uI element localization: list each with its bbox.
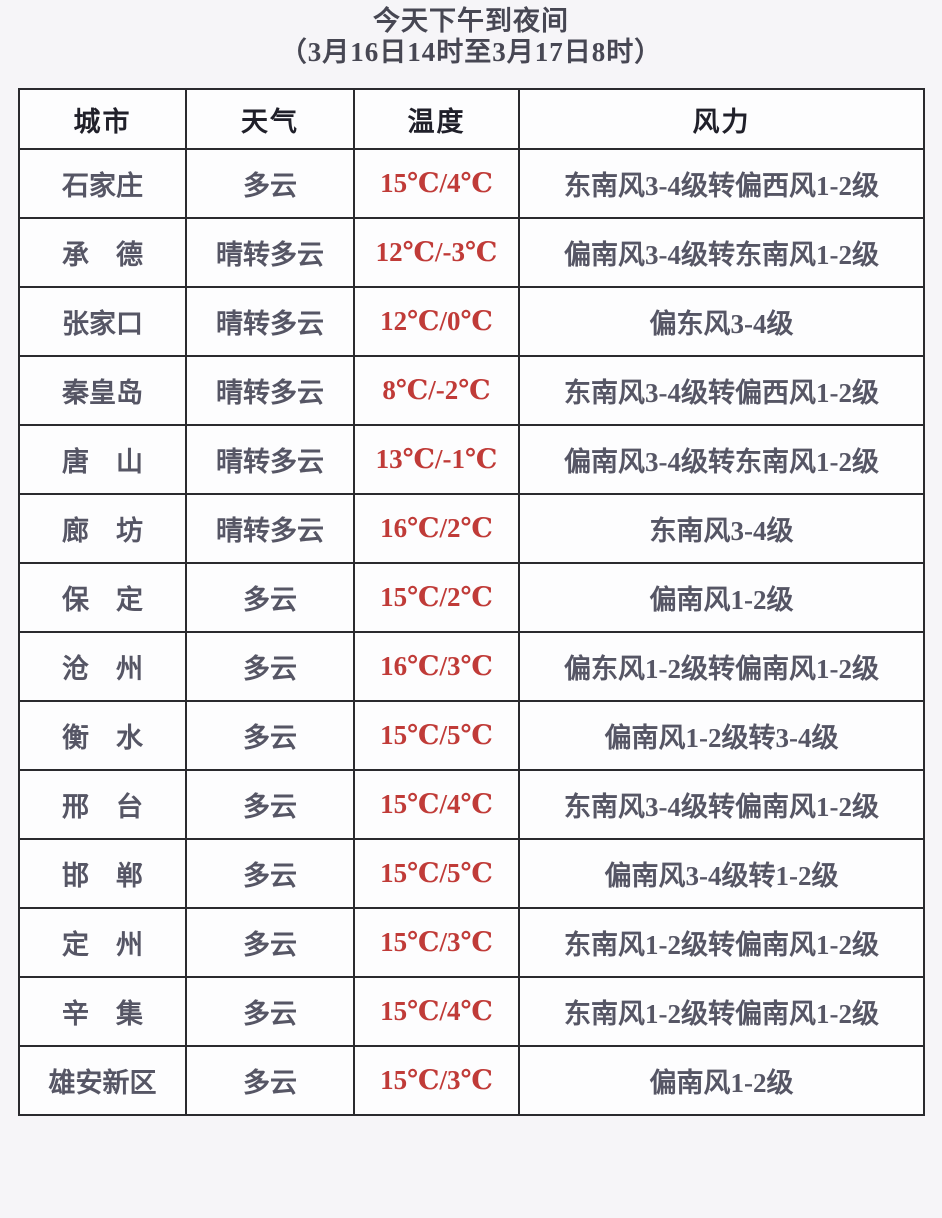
weather-cell: 晴转多云 xyxy=(185,217,355,288)
table-row: 秦皇岛 晴转多云 8℃/-2℃ 东南风3-4级转偏西风1-2级 xyxy=(18,355,925,426)
weather-cell: 多云 xyxy=(185,976,355,1047)
city-cell: 邢 台 xyxy=(18,769,187,840)
weather-cell: 多云 xyxy=(185,838,355,909)
weather-cell: 晴转多云 xyxy=(185,493,355,564)
weather-cell: 多云 xyxy=(185,907,355,978)
temperature-cell: 8℃/-2℃ xyxy=(353,355,520,426)
table-row: 廊 坊 晴转多云 16℃/2℃ 东南风3-4级 xyxy=(18,493,925,564)
wind-cell: 东南风3-4级转偏西风1-2级 xyxy=(518,355,925,426)
temperature-cell: 15℃/3℃ xyxy=(353,1045,520,1116)
temperature-cell: 15℃/5℃ xyxy=(353,700,520,771)
wind-cell: 偏南风3-4级转1-2级 xyxy=(518,838,925,909)
temperature-cell: 15℃/2℃ xyxy=(353,562,520,633)
page-title: 今天下午到夜间 xyxy=(373,6,569,36)
table-row: 保 定 多云 15℃/2℃ 偏南风1-2级 xyxy=(18,562,925,633)
weather-cell: 多云 xyxy=(185,562,355,633)
table-row: 唐 山 晴转多云 13℃/-1℃ 偏南风3-4级转东南风1-2级 xyxy=(18,424,925,495)
temperature-cell: 15℃/3℃ xyxy=(353,907,520,978)
temperature-cell: 16℃/2℃ xyxy=(353,493,520,564)
table-row: 沧 州 多云 16℃/3℃ 偏东风1-2级转偏南风1-2级 xyxy=(18,631,925,702)
header-wind: 风力 xyxy=(518,88,925,150)
table-row: 邯 郸 多云 15℃/5℃ 偏南风3-4级转1-2级 xyxy=(18,838,925,909)
temperature-cell: 13℃/-1℃ xyxy=(353,424,520,495)
weather-cell: 晴转多云 xyxy=(185,355,355,426)
city-cell: 唐 山 xyxy=(18,424,187,495)
city-cell: 雄安新区 xyxy=(18,1045,187,1116)
weather-forecast-table: 城市 天气 温度 风力 石家庄 多云 15℃/4℃ 东南风3-4级转偏西风1-2… xyxy=(18,88,925,1116)
table-row: 定 州 多云 15℃/3℃ 东南风1-2级转偏南风1-2级 xyxy=(18,907,925,978)
header-temperature: 温度 xyxy=(353,88,520,150)
table-row: 雄安新区 多云 15℃/3℃ 偏南风1-2级 xyxy=(18,1045,925,1116)
wind-cell: 东南风3-4级转偏西风1-2级 xyxy=(518,148,925,219)
table-row: 辛 集 多云 15℃/4℃ 东南风1-2级转偏南风1-2级 xyxy=(18,976,925,1047)
wind-cell: 东南风3-4级 xyxy=(518,493,925,564)
temperature-cell: 12℃/0℃ xyxy=(353,286,520,357)
city-cell: 张家口 xyxy=(18,286,187,357)
city-cell: 石家庄 xyxy=(18,148,187,219)
wind-cell: 偏南风1-2级转3-4级 xyxy=(518,700,925,771)
temperature-cell: 15℃/5℃ xyxy=(353,838,520,909)
page-subtitle: （3月16日14时至3月17日8时） xyxy=(279,37,663,67)
city-cell: 保 定 xyxy=(18,562,187,633)
weather-cell: 晴转多云 xyxy=(185,286,355,357)
city-cell: 沧 州 xyxy=(18,631,187,702)
city-cell: 秦皇岛 xyxy=(18,355,187,426)
wind-cell: 东南风1-2级转偏南风1-2级 xyxy=(518,976,925,1047)
wind-cell: 偏南风3-4级转东南风1-2级 xyxy=(518,217,925,288)
wind-cell: 东南风3-4级转偏南风1-2级 xyxy=(518,769,925,840)
temperature-cell: 16℃/3℃ xyxy=(353,631,520,702)
title-block: 今天下午到夜间 （3月16日14时至3月17日8时） xyxy=(0,6,942,68)
table-row: 衡 水 多云 15℃/5℃ 偏南风1-2级转3-4级 xyxy=(18,700,925,771)
city-cell: 衡 水 xyxy=(18,700,187,771)
header-city: 城市 xyxy=(18,88,187,150)
temperature-cell: 15℃/4℃ xyxy=(353,769,520,840)
wind-cell: 偏南风3-4级转东南风1-2级 xyxy=(518,424,925,495)
city-cell: 定 州 xyxy=(18,907,187,978)
wind-cell: 偏东风3-4级 xyxy=(518,286,925,357)
header-row: 城市 天气 温度 风力 xyxy=(18,88,925,150)
wind-cell: 偏东风1-2级转偏南风1-2级 xyxy=(518,631,925,702)
weather-cell: 多云 xyxy=(185,631,355,702)
temperature-cell: 15℃/4℃ xyxy=(353,148,520,219)
weather-cell: 晴转多云 xyxy=(185,424,355,495)
weather-cell: 多云 xyxy=(185,700,355,771)
weather-cell: 多云 xyxy=(185,148,355,219)
city-cell: 邯 郸 xyxy=(18,838,187,909)
temperature-cell: 12℃/-3℃ xyxy=(353,217,520,288)
wind-cell: 东南风1-2级转偏南风1-2级 xyxy=(518,907,925,978)
wind-cell: 偏南风1-2级 xyxy=(518,1045,925,1116)
temperature-cell: 15℃/4℃ xyxy=(353,976,520,1047)
table-row: 承 德 晴转多云 12℃/-3℃ 偏南风3-4级转东南风1-2级 xyxy=(18,217,925,288)
table-row: 邢 台 多云 15℃/4℃ 东南风3-4级转偏南风1-2级 xyxy=(18,769,925,840)
table-row: 张家口 晴转多云 12℃/0℃ 偏东风3-4级 xyxy=(18,286,925,357)
wind-cell: 偏南风1-2级 xyxy=(518,562,925,633)
header-weather: 天气 xyxy=(185,88,355,150)
weather-cell: 多云 xyxy=(185,1045,355,1116)
city-cell: 辛 集 xyxy=(18,976,187,1047)
city-cell: 廊 坊 xyxy=(18,493,187,564)
weather-cell: 多云 xyxy=(185,769,355,840)
table-row: 石家庄 多云 15℃/4℃ 东南风3-4级转偏西风1-2级 xyxy=(18,148,925,219)
city-cell: 承 德 xyxy=(18,217,187,288)
